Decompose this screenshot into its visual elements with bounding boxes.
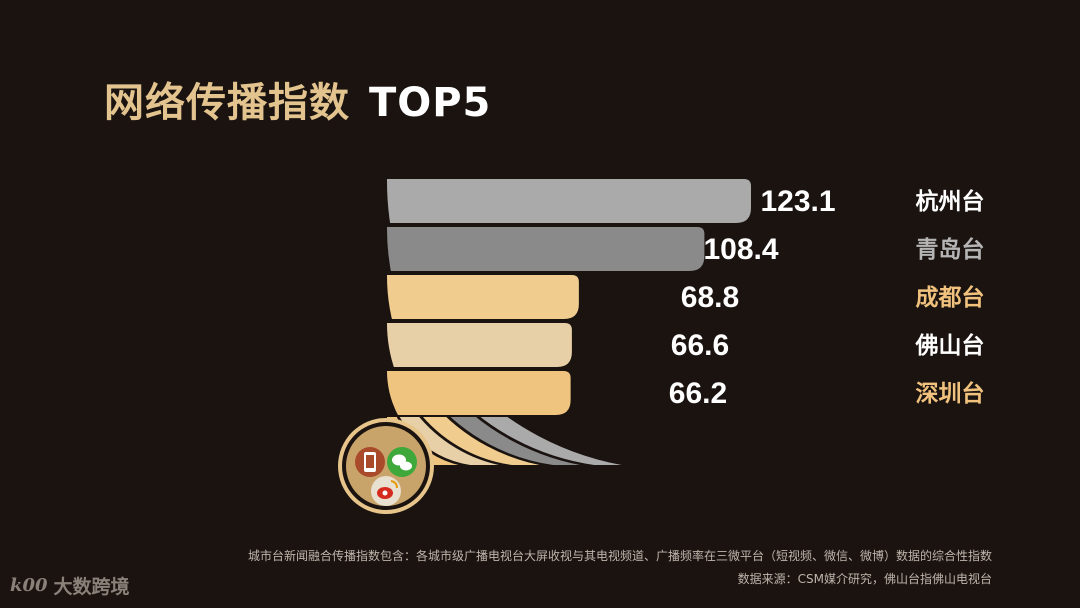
phone-icon [355,447,385,477]
social-hub [338,418,434,514]
watermark: k00 大数跨境 [10,572,130,599]
footnote: 城市台新闻融合传播指数包含：各城市级广播电视台大屏收视与其电视频道、广播频率在三… [248,545,992,591]
value-label-5: 66.2 [669,377,727,410]
watermark-logo: k00 [10,575,48,596]
value-labels: 123.1 108.4 68.8 66.6 66.2 [669,185,836,410]
category-label-2: 青岛台 [916,236,985,263]
category-label-5: 深圳台 [916,380,985,407]
footnote-definition: 城市台新闻融合传播指数包含：各城市级广播电视台大屏收视与其电视频道、广播频率在三… [247,549,992,563]
value-label-1: 123.1 [760,185,835,218]
chart-bands [384,177,753,467]
title-suffix: TOP5 [368,80,492,126]
watermark-text: 大数跨境 [53,576,130,598]
category-label-3: 成都台 [916,284,985,311]
category-label-4: 佛山台 [915,332,985,359]
footnote-source: 数据来源：CSM媒介研究，佛山台指佛山电视台 [737,572,992,586]
page-title: 网络传播指数 TOP5 [104,70,491,128]
weibo-icon [371,476,401,506]
category-label-1: 杭州台 [916,188,985,215]
value-label-2: 108.4 [703,233,778,266]
value-label-3: 68.8 [681,281,739,314]
title-main: 网络传播指数 [104,80,350,126]
hub-disc [346,426,426,506]
wechat-icon [387,447,417,477]
value-label-4: 66.6 [671,329,729,362]
